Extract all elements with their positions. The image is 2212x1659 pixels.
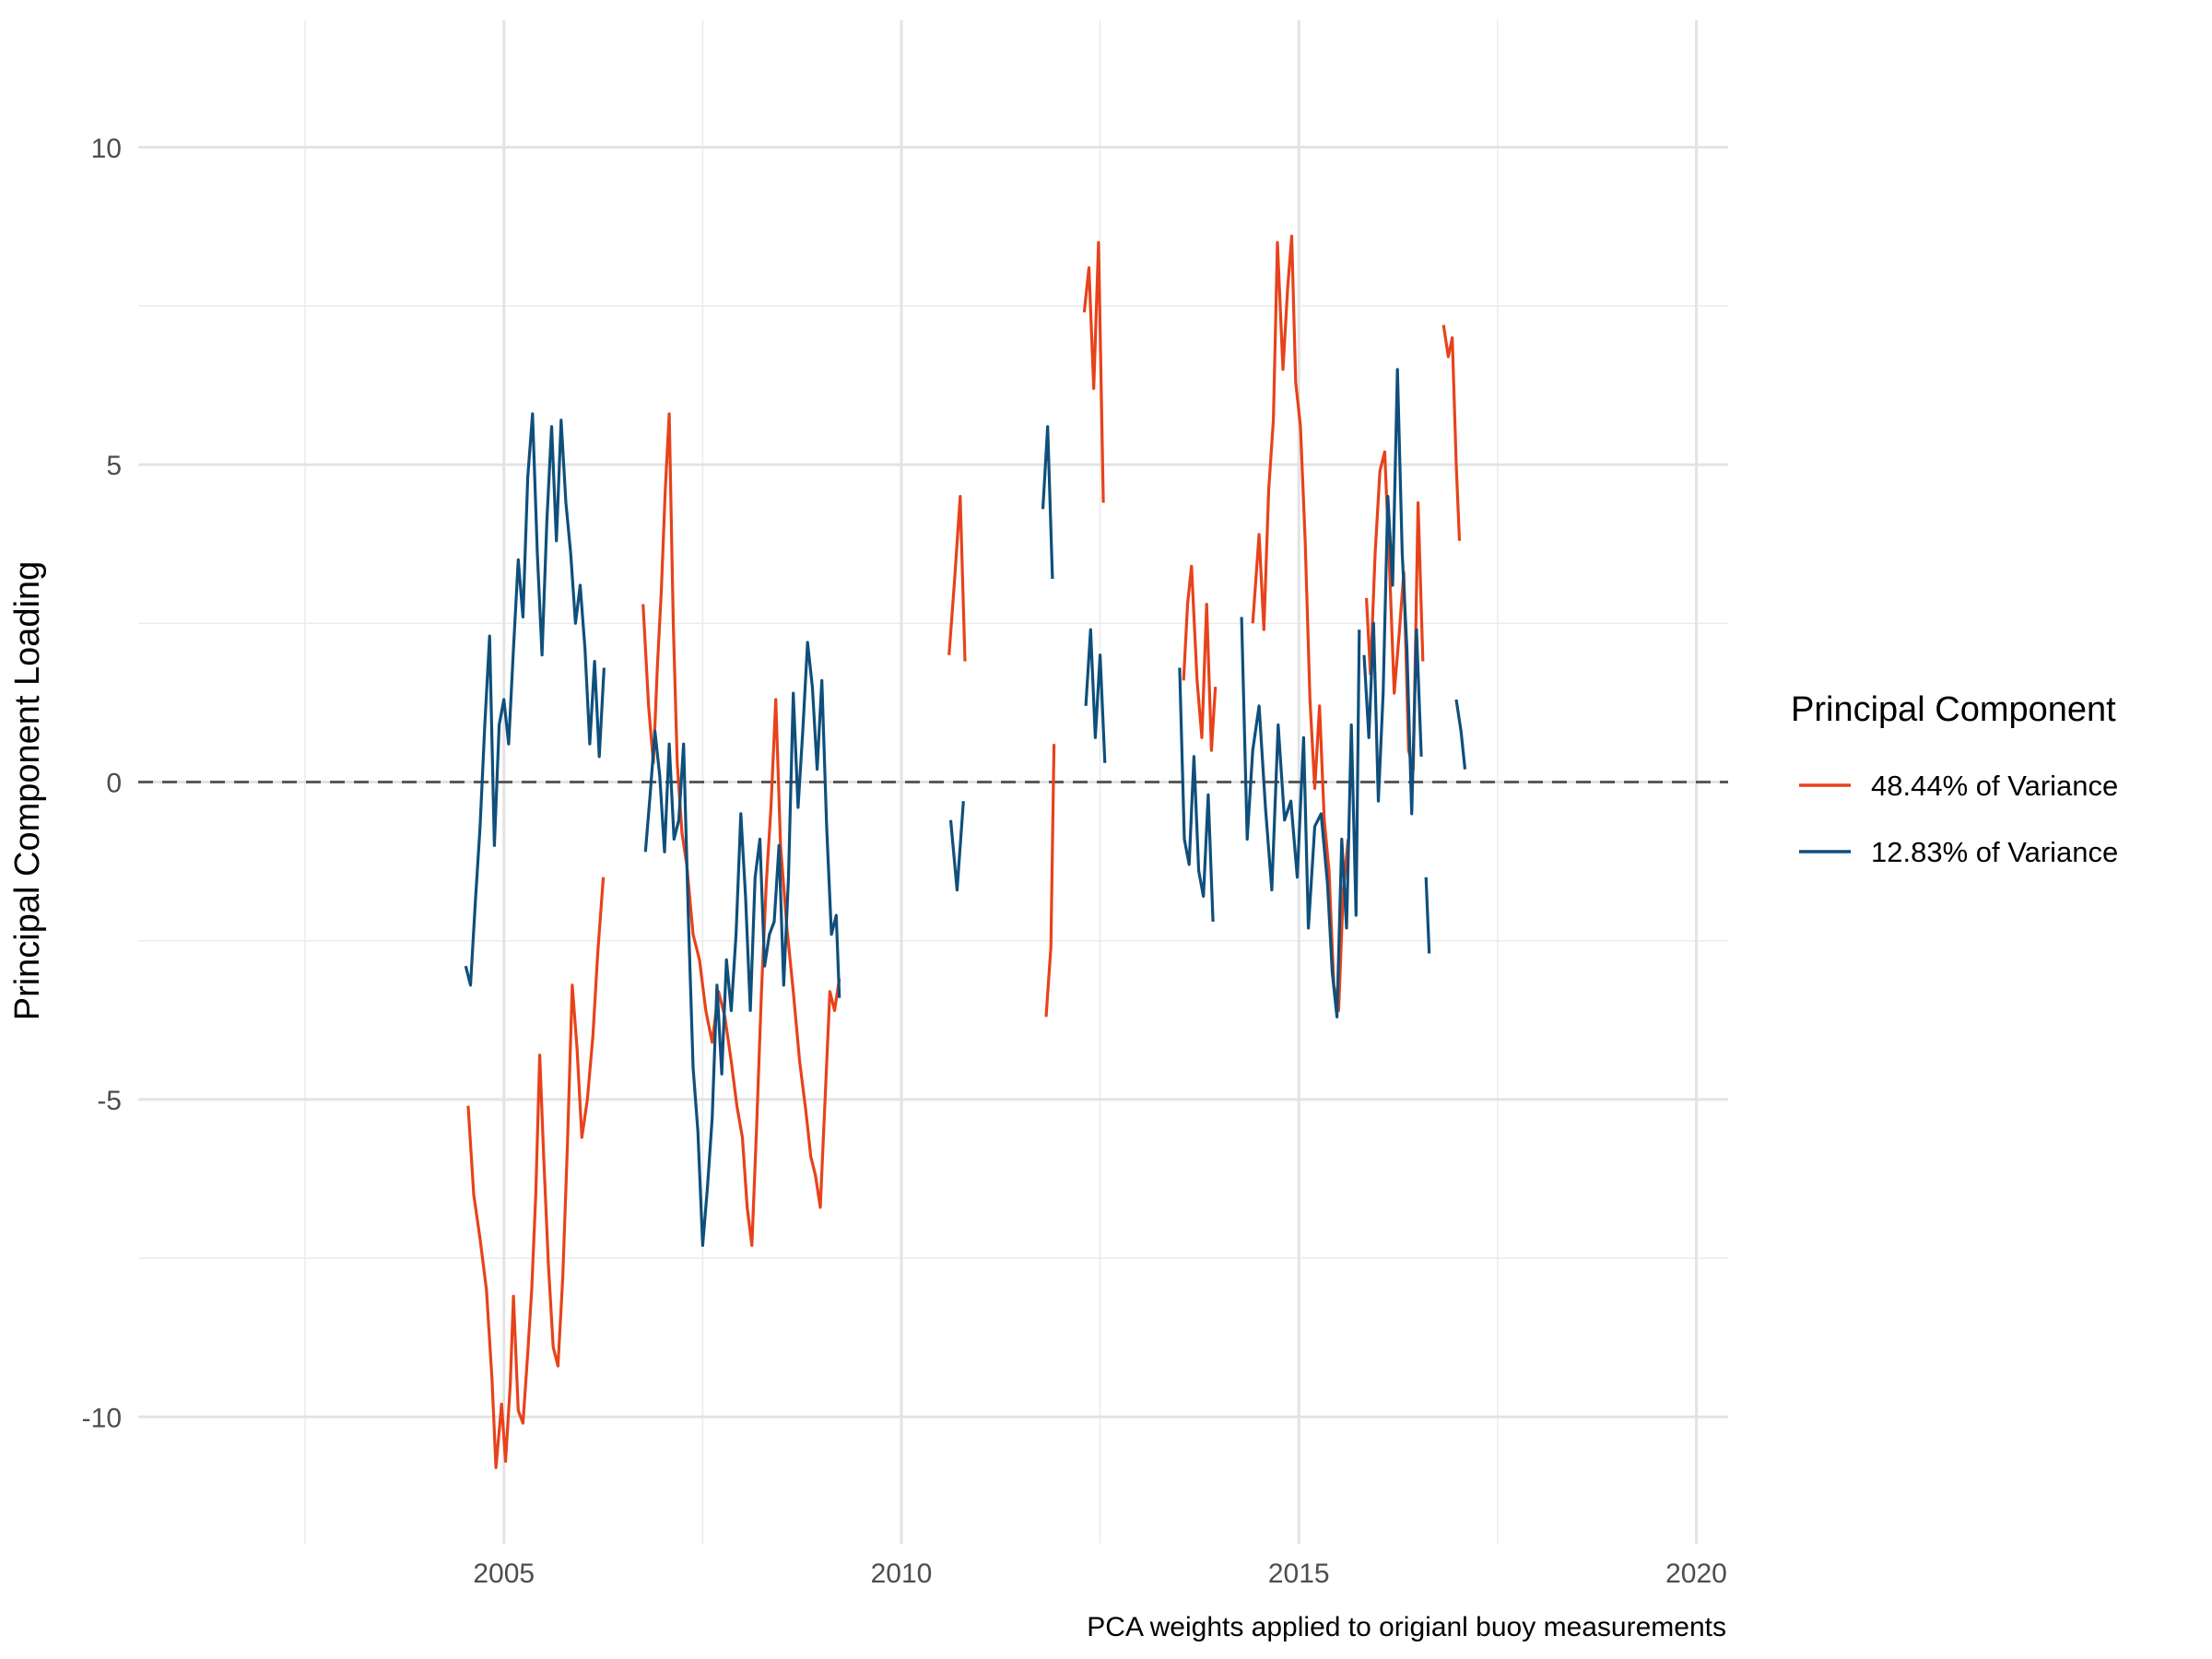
series-line-segment [466,877,606,1469]
series-1 [466,234,1462,1469]
gridlines [138,20,1728,1544]
series-line-segment [1041,425,1054,580]
legend-title: Principal Component [1791,690,2116,729]
series-line-segment [1240,617,1361,1018]
series-line-segment [1454,699,1467,770]
series-line-segment [464,412,606,987]
x-axis-ticks: 2005 2010 2015 2020 [473,1559,1727,1589]
y-tick-label: -5 [97,1086,122,1116]
series-line-segment [948,801,965,892]
series-line-segment [1441,324,1462,541]
x-tick-label: 2005 [473,1559,535,1589]
y-tick-label: 10 [91,134,122,164]
series-line-segment [643,641,841,1247]
series-line-segment [1044,744,1056,1018]
series-line-segment [641,412,841,1247]
legend: Principal Component 48.44% of Variance 12… [1791,690,2118,868]
series-lines [464,234,1467,1469]
chart-caption: PCA weights applied to origianl buoy mea… [1087,1612,1726,1642]
legend-label: 12.83% of Variance [1871,836,2118,868]
series-line-segment [1424,877,1431,954]
x-tick-label: 2015 [1268,1559,1330,1589]
y-tick-label: 0 [106,769,122,799]
series-line-segment [1178,667,1215,923]
y-axis-ticks: -10 -5 0 5 10 [82,134,122,1434]
series-line-segment [1084,628,1107,763]
x-tick-label: 2010 [871,1559,933,1589]
y-axis-label: Principal Component Loading [8,561,47,1021]
x-tick-label: 2020 [1665,1559,1727,1589]
legend-items: 48.44% of Variance 12.83% of Variance [1799,770,2118,868]
series-2 [464,368,1467,1247]
y-tick-label: -10 [82,1403,122,1433]
series-line-segment [1362,368,1423,816]
series-line-segment [947,495,967,662]
series-line-segment [1082,241,1105,503]
series-line-segment [1182,564,1218,752]
legend-label: 48.44% of Variance [1871,770,2118,802]
y-tick-label: 5 [106,451,122,481]
